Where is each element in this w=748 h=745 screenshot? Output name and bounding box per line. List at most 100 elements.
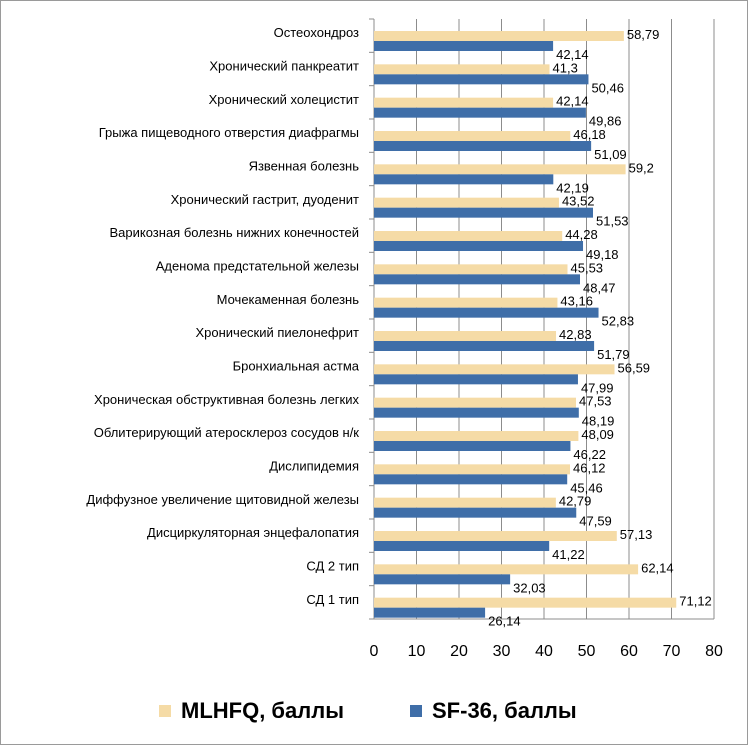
data-label-sf36: 49,86 (589, 114, 622, 129)
data-label-sf36: 47,99 (581, 380, 614, 395)
label-layer: 58,7942,1441,350,4642,1449,8646,1851,095… (488, 27, 712, 629)
x-tick-label: 20 (450, 643, 468, 660)
bar-mlhfq (374, 564, 639, 575)
grid-layer (369, 18, 715, 620)
data-label-mlhfq: 46,18 (573, 127, 606, 142)
data-label-sf36: 26,14 (488, 614, 521, 629)
bar-sf36 (374, 574, 511, 585)
data-label-sf36: 46,22 (573, 447, 606, 462)
chart-svg: 58,7942,1441,350,4642,1449,8646,1851,095… (86, 18, 723, 660)
bar-mlhfq (374, 597, 677, 608)
legend-label-mlhfq: MLHFQ, баллы (181, 698, 344, 723)
data-label-mlhfq: 59,2 (629, 160, 654, 175)
bar-layer (374, 31, 677, 618)
bar-mlhfq (374, 231, 563, 241)
x-tick-label: 50 (578, 643, 596, 660)
bar-mlhfq (374, 97, 554, 108)
bar-mlhfq (374, 464, 571, 475)
category-label: Дислипидемия (269, 458, 359, 473)
data-label-sf36: 51,79 (597, 347, 630, 362)
x-tick-label: 0 (370, 643, 379, 660)
data-label-mlhfq: 44,28 (565, 227, 598, 242)
data-label-mlhfq: 47,53 (579, 394, 612, 409)
data-label-mlhfq: 62,14 (641, 560, 674, 575)
legend-item-sf36: SF-36, баллы (410, 691, 577, 731)
bar-sf36 (374, 41, 554, 51)
x-tick-label: 80 (705, 643, 723, 660)
data-label-sf36: 42,19 (556, 180, 589, 195)
bar-sf36 (374, 541, 550, 551)
bar-sf36 (374, 507, 577, 518)
bar-mlhfq (374, 297, 558, 308)
bar-mlhfq (374, 197, 559, 208)
x-tick-label: 30 (493, 643, 511, 660)
category-label: Мочекаменная болезнь (217, 292, 360, 307)
category-label: Хронический гастрит, дуоденит (171, 192, 359, 207)
data-label-sf36: 52,83 (602, 314, 635, 329)
data-label-sf36: 51,09 (594, 147, 627, 162)
category-label: Бронхиальная астма (233, 358, 360, 373)
data-label-sf36: 47,59 (579, 514, 612, 529)
x-tick-label: 70 (663, 643, 681, 660)
data-label-mlhfq: 71,12 (679, 594, 712, 609)
data-label-sf36: 51,53 (596, 214, 629, 229)
category-label: СД 2 тип (306, 558, 359, 573)
bar-sf36 (374, 174, 554, 185)
category-label: Грыжа пищеводного отверстия диафрагмы (99, 125, 359, 140)
data-label-mlhfq: 46,12 (573, 460, 606, 475)
category-label: СД 1 тип (306, 592, 359, 607)
bar-mlhfq (374, 497, 556, 508)
data-label-sf36: 41,22 (552, 547, 585, 562)
x-tick-label: 10 (408, 643, 426, 660)
data-label-mlhfq: 43,16 (560, 294, 593, 309)
data-label-mlhfq: 41,3 (553, 60, 578, 75)
x-tick-label: 40 (535, 643, 553, 660)
data-label-sf36: 48,19 (582, 414, 615, 429)
bar-sf36 (374, 107, 586, 118)
bar-sf36 (374, 274, 580, 285)
data-label-mlhfq: 58,79 (627, 27, 660, 42)
category-label: Облитерирующий атеросклероз сосудов н/к (94, 425, 360, 440)
data-label-mlhfq: 48,09 (581, 427, 614, 442)
tick-label-layer: 0 10 20 30 40 50 60 70 80 (370, 643, 723, 660)
data-label-sf36: 50,46 (591, 80, 624, 95)
data-label-mlhfq: 45,53 (571, 260, 604, 275)
bar-sf36 (374, 307, 599, 318)
category-label: Язвенная болезнь (249, 158, 360, 173)
bar-mlhfq (374, 531, 617, 541)
bar-sf36 (374, 474, 568, 485)
bar-mlhfq (374, 31, 624, 41)
data-label-sf36: 42,14 (556, 47, 589, 62)
category-label: Диффузное увеличение щитовидной железы (86, 492, 359, 507)
bar-sf36 (374, 441, 571, 451)
category-label-layer: Остеохондроз Хронический панкреатит Хронич… (86, 25, 359, 607)
data-label-sf36: 32,03 (513, 580, 546, 595)
data-label-mlhfq: 57,13 (620, 527, 653, 542)
data-label-mlhfq: 42,79 (559, 494, 592, 509)
bar-sf36 (374, 207, 594, 218)
data-label-mlhfq: 42,14 (556, 94, 589, 109)
bar-mlhfq (374, 64, 550, 75)
bar-sf36 (374, 374, 578, 385)
bar-sf36 (374, 241, 584, 251)
data-label-mlhfq: 56,59 (618, 360, 651, 375)
category-label: Аденома предстательной железы (156, 258, 359, 273)
bar-sf36 (374, 607, 486, 618)
bar-sf36 (374, 141, 592, 151)
category-label: Дисциркуляторная энцефалопатия (147, 525, 359, 540)
legend-label-sf36: SF-36, баллы (432, 698, 577, 723)
bar-mlhfq (374, 431, 579, 441)
data-label-sf36: 45,46 (570, 480, 603, 495)
category-label: Хронический пиелонефрит (195, 325, 359, 340)
data-label-sf36: 49,18 (586, 247, 619, 262)
bar-mlhfq (374, 397, 577, 408)
bar-mlhfq (374, 364, 615, 375)
legend-swatch-sf36 (410, 705, 422, 717)
bar-mlhfq (374, 131, 571, 141)
category-label: Хронический холецистит (209, 92, 359, 107)
category-label: Хроническая обструктивная болезнь легких (94, 392, 359, 407)
data-label-mlhfq: 43,52 (562, 194, 595, 209)
category-label: Варикозная болезнь нижних конечностей (110, 225, 360, 240)
legend: MLHFQ, баллы SF-36, баллы (1, 691, 748, 731)
